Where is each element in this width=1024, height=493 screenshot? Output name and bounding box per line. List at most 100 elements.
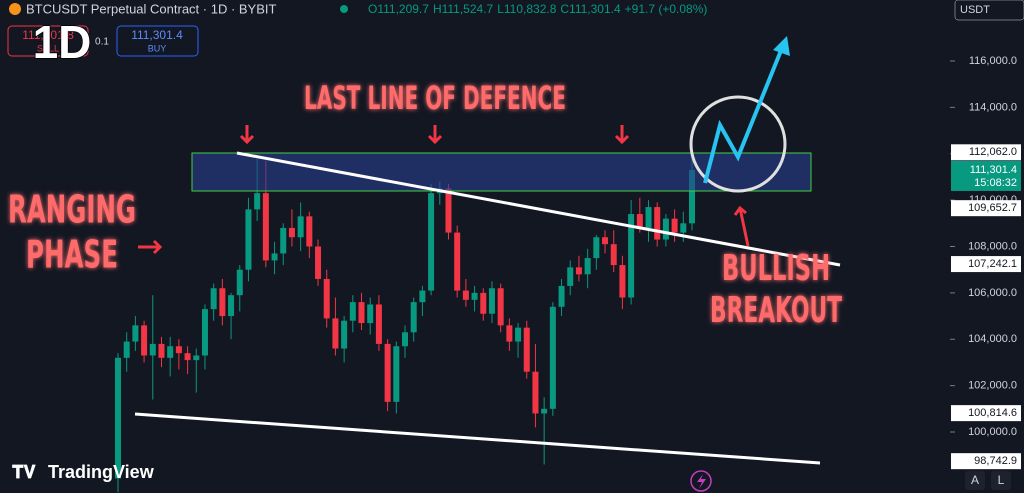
arrows bbox=[138, 125, 750, 255]
price-tag-label: 112,062.0 bbox=[969, 146, 1017, 158]
price-axis: 100,000.0 102,000.0 104,000.0 106,000.0 108,… bbox=[950, 55, 1021, 470]
candle-body bbox=[341, 320, 348, 349]
candle-body bbox=[193, 355, 200, 361]
candle-body bbox=[671, 218, 678, 233]
buy-button[interactable] bbox=[116, 25, 199, 57]
ohlc-value: H111,524.7 bbox=[433, 2, 494, 16]
candle-body bbox=[141, 325, 148, 356]
y-tick-label: 106,000.0 bbox=[968, 287, 1017, 299]
annotation: BULLISH bbox=[722, 248, 830, 289]
candle-body bbox=[558, 285, 565, 307]
ohlc-value: O111,209.7 bbox=[368, 2, 429, 16]
right-arrow bbox=[138, 239, 163, 255]
candle-body bbox=[115, 357, 121, 479]
candle-body bbox=[506, 325, 513, 342]
candle-body bbox=[254, 193, 261, 210]
arrow-head bbox=[773, 36, 790, 56]
candle-body bbox=[628, 214, 635, 298]
price-tag bbox=[951, 200, 1021, 217]
down-arrow bbox=[239, 125, 255, 145]
ohlc-value: C111,301.4 bbox=[560, 2, 621, 16]
quantity: 0.1 bbox=[95, 37, 109, 48]
candle-body bbox=[445, 188, 452, 233]
candle-body bbox=[245, 209, 252, 270]
candle-body bbox=[349, 302, 356, 321]
button-label: L bbox=[998, 473, 1005, 487]
sell-button[interactable] bbox=[7, 25, 89, 57]
candle-body bbox=[123, 341, 130, 358]
y-tick-label: 102,000.0 bbox=[968, 380, 1017, 392]
highlight-circle bbox=[689, 95, 787, 193]
candle-body bbox=[462, 290, 469, 300]
candle-body bbox=[480, 292, 487, 314]
candle-body bbox=[584, 258, 591, 275]
candle-body bbox=[175, 346, 182, 354]
sell-price: 111,301.8 bbox=[22, 28, 74, 42]
symbol: BTCUSDT Perpetual Contract · 1D · BYBIT bbox=[26, 1, 277, 16]
candle-body bbox=[567, 267, 574, 286]
annotation: PHASE bbox=[26, 233, 118, 277]
candle-body bbox=[619, 265, 626, 298]
y-tick-label: 114,000.0 bbox=[969, 101, 1017, 113]
candle-body bbox=[515, 327, 522, 342]
candle-body bbox=[201, 309, 208, 356]
ohlc-value: +91.7 (+0.08%) bbox=[625, 2, 708, 16]
candle-body bbox=[523, 327, 530, 372]
currency-button[interactable] bbox=[954, 0, 1024, 21]
ohlc-value: L110,832.8 bbox=[497, 2, 556, 16]
candle-body bbox=[419, 290, 426, 303]
upper-trendline bbox=[236, 151, 841, 267]
brand: TradingView bbox=[48, 462, 155, 482]
price-tag-label: 109,652.7 bbox=[968, 202, 1017, 214]
candle-body bbox=[593, 237, 600, 259]
candle-body bbox=[280, 227, 287, 254]
candle-body bbox=[236, 269, 243, 296]
last-price-label: 111,301.4 bbox=[970, 164, 1017, 176]
log-button[interactable] bbox=[991, 471, 1011, 490]
price-tag-label: 107,242.1 bbox=[968, 258, 1017, 270]
candle-body bbox=[662, 218, 669, 240]
buy-label: BUY bbox=[148, 43, 167, 53]
candle-body bbox=[393, 346, 400, 402]
candle-body bbox=[375, 304, 382, 344]
status-dot bbox=[340, 5, 348, 13]
candle-body bbox=[402, 332, 408, 347]
candle-body bbox=[549, 306, 556, 409]
candle-body bbox=[297, 216, 304, 238]
lightning-icon[interactable] bbox=[690, 470, 712, 492]
candle-body bbox=[636, 214, 643, 228]
candle-body bbox=[210, 288, 217, 310]
timeframe: 1D bbox=[33, 16, 92, 68]
candle-body bbox=[541, 408, 548, 414]
projection-arrow bbox=[703, 47, 784, 184]
candle-body bbox=[602, 237, 609, 245]
candle-body bbox=[454, 232, 461, 291]
candle-body bbox=[288, 227, 295, 238]
sell-label: SELL bbox=[37, 43, 59, 53]
auto-button[interactable] bbox=[965, 471, 985, 490]
price-tag bbox=[951, 405, 1021, 422]
price-tag-label: 100,814.6 bbox=[968, 407, 1017, 419]
y-tick-label: 116,000.0 bbox=[969, 55, 1017, 67]
candle-body bbox=[645, 207, 652, 228]
lower-trendline bbox=[134, 412, 821, 465]
candle-body bbox=[158, 343, 165, 358]
last-price-tag bbox=[951, 160, 1021, 191]
candle-body bbox=[149, 343, 156, 356]
candle-body bbox=[332, 318, 339, 349]
candle-body bbox=[167, 346, 174, 358]
candle-body bbox=[219, 288, 226, 317]
annotation: BREAKOUT bbox=[710, 290, 842, 331]
candle-body bbox=[575, 267, 582, 275]
coin-icon bbox=[9, 3, 21, 15]
down-arrow bbox=[427, 125, 443, 145]
y-tick-label: 100,000.0 bbox=[968, 426, 1017, 438]
candle-body bbox=[471, 292, 478, 300]
candle-body bbox=[184, 353, 191, 361]
candle-body bbox=[532, 371, 539, 414]
y-tick-label: 104,000.0 bbox=[968, 333, 1017, 345]
candle-body bbox=[497, 288, 504, 326]
